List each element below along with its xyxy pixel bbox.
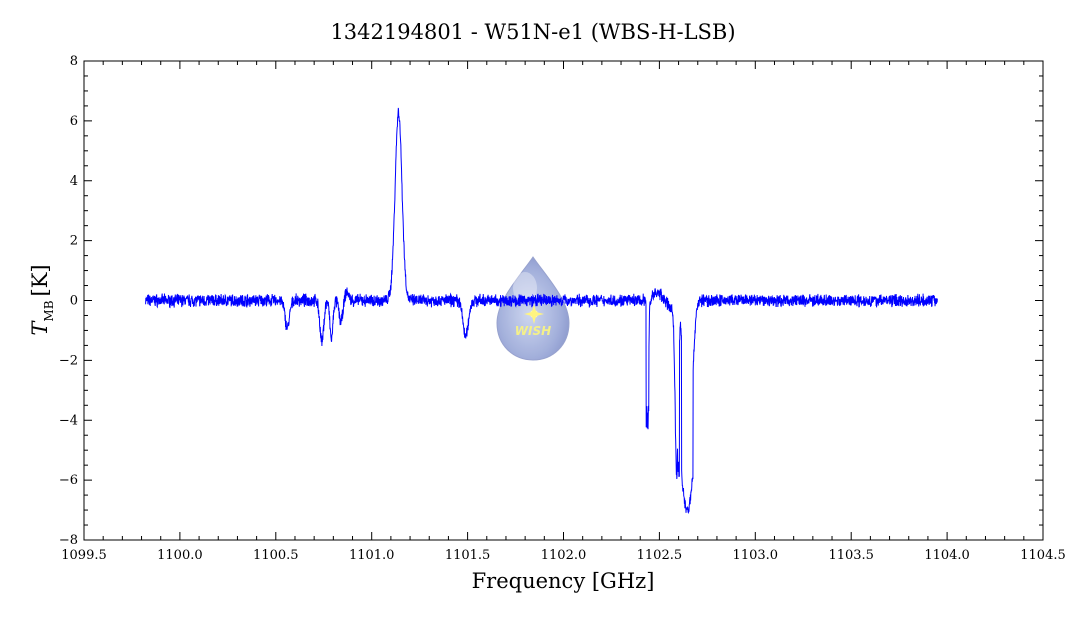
x-axis-title: Frequency [GHz] xyxy=(472,569,655,593)
y-axis-subscript: MB xyxy=(42,300,56,321)
x-tick-labels: 1099.5 1100.0 1100.5 1101.0 1101.5 1102.0 1102… xyxy=(61,548,1066,563)
y-tick-label: −2 xyxy=(59,353,78,368)
series-spectrum-line xyxy=(145,107,938,515)
x-tick-label: 1103.5 xyxy=(828,548,874,563)
axis-ticks xyxy=(83,60,1044,541)
y-tick-label: 8 xyxy=(70,54,78,69)
x-tick-label: 1103.0 xyxy=(733,548,779,563)
x-tick-label: 1102.0 xyxy=(541,548,587,563)
y-axis-unit: [K] xyxy=(28,264,52,296)
x-tick-label: 1100.0 xyxy=(157,548,203,563)
wish-logo: WISH xyxy=(496,256,570,361)
y-tick-label: 6 xyxy=(70,114,78,129)
x-tick-label: 1099.5 xyxy=(61,548,107,563)
x-tick-label: 1102.5 xyxy=(637,548,683,563)
y-tick-label: 4 xyxy=(70,174,78,189)
y-tick-label: −4 xyxy=(59,413,78,428)
y-tick-label: −6 xyxy=(59,473,78,488)
svg-text:TMB[K]: TMB [K] xyxy=(28,264,56,335)
y-tick-label: −8 xyxy=(59,533,78,548)
y-axis-title: TMB [K] xyxy=(28,264,56,335)
x-tick-label: 1101.5 xyxy=(445,548,491,563)
x-tick-label: 1101.0 xyxy=(349,548,395,563)
chart-title: 1342194801 - W51N-e1 (WBS-H-LSB) xyxy=(330,20,735,44)
y-tick-labels: −8 −6 −4 −2 0 2 4 6 8 xyxy=(59,54,78,548)
y-tick-label: 0 xyxy=(70,294,78,309)
x-tick-label: 1100.5 xyxy=(253,548,299,563)
y-tick-label: 2 xyxy=(70,234,78,249)
wish-logo-text: WISH xyxy=(515,324,551,338)
x-tick-label: 1104.5 xyxy=(1020,548,1066,563)
x-tick-label: 1104.0 xyxy=(924,548,970,563)
y-axis-symbol: T xyxy=(28,320,52,336)
